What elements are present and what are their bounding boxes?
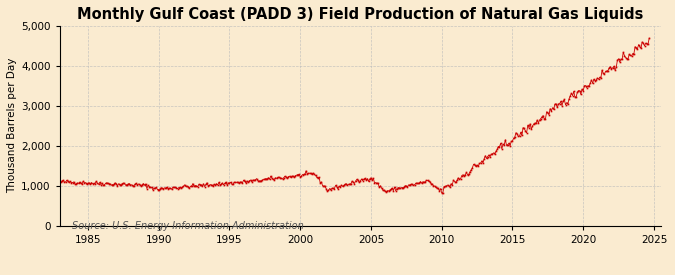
Title: Monthly Gulf Coast (PADD 3) Field Production of Natural Gas Liquids: Monthly Gulf Coast (PADD 3) Field Produc… <box>77 7 643 22</box>
Text: Source: U.S. Energy Information Administration: Source: U.S. Energy Information Administ… <box>72 221 304 232</box>
Y-axis label: Thousand Barrels per Day: Thousand Barrels per Day <box>7 58 17 193</box>
